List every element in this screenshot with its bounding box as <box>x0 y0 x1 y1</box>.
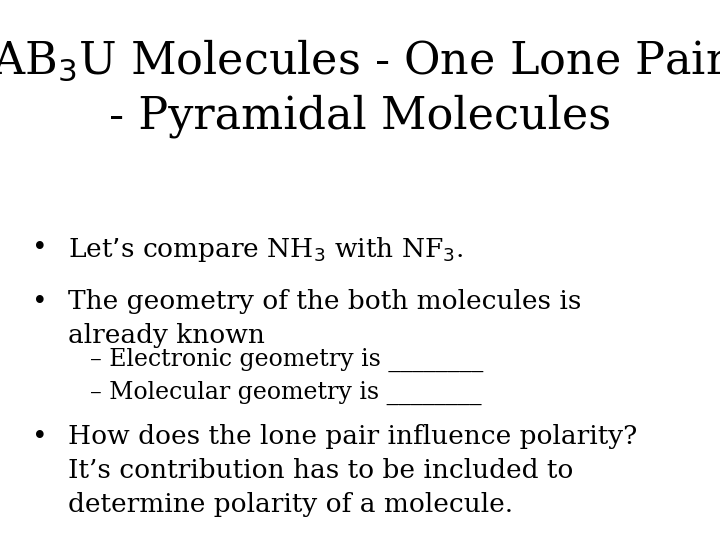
Text: - Pyramidal Molecules: - Pyramidal Molecules <box>109 94 611 138</box>
Text: – Electronic geometry is ________: – Electronic geometry is ________ <box>90 348 483 373</box>
Text: AB$_3$U Molecules - One Lone Pair: AB$_3$U Molecules - One Lone Pair <box>0 38 720 83</box>
Text: The geometry of the both molecules is
already known: The geometry of the both molecules is al… <box>68 289 582 348</box>
Text: •: • <box>32 289 48 314</box>
Text: •: • <box>32 424 48 449</box>
Text: Let’s compare NH$_3$ with NF$_3$.: Let’s compare NH$_3$ with NF$_3$. <box>68 235 464 264</box>
Text: – Molecular geometry is ________: – Molecular geometry is ________ <box>90 381 482 405</box>
Text: How does the lone pair influence polarity?
It’s contribution has to be included : How does the lone pair influence polarit… <box>68 424 638 517</box>
Text: •: • <box>32 235 48 260</box>
